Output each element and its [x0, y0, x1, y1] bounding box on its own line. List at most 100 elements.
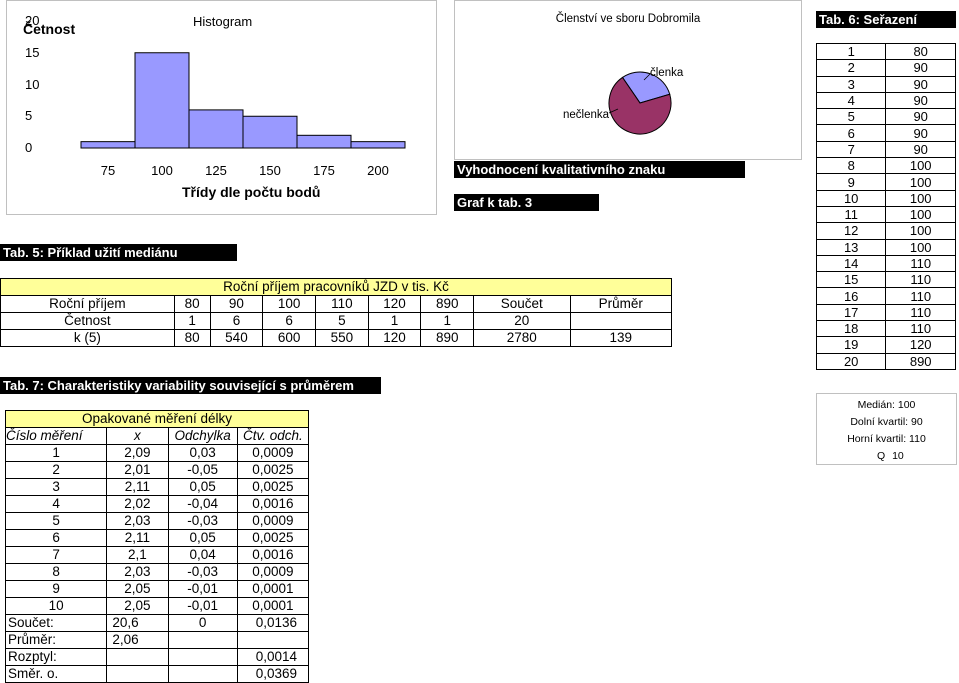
salary-cell: 1 — [420, 312, 475, 330]
sorted-cell: 90 — [885, 59, 956, 77]
measurement-cell: -0,03 — [167, 512, 238, 530]
measurement-cell: 0,0025 — [236, 461, 310, 479]
sorted-cell: 110 — [885, 320, 956, 338]
measurement-summary-cell: Průměr: — [4, 631, 108, 649]
sorted-cell: 14 — [815, 254, 887, 273]
measurement-cell: 2,1 — [106, 546, 169, 564]
sorted-cell: 110 — [885, 303, 956, 322]
salary-cell: 1 — [173, 312, 211, 330]
measurement-cell: 0,0025 — [236, 529, 310, 547]
sorted-cell: 890 — [885, 352, 956, 370]
measurement-row: 6 2,11 0,05 0,0025 — [4, 529, 310, 547]
measurement-cell: 0,0016 — [236, 546, 310, 564]
measurement-cell: 0,0009 — [236, 563, 310, 581]
measurement-cell: -0,03 — [167, 563, 238, 581]
measurement-summary-cell — [167, 631, 238, 649]
measurement-summary-row: Součet: 20,6 0 0,0136 — [4, 614, 310, 632]
salary-cell — [569, 312, 672, 330]
sorted-row: 4 90 — [815, 91, 956, 110]
histogram-bar — [242, 115, 298, 149]
measurement-cell: 0,0001 — [236, 597, 310, 615]
measurement-cell: 0,04 — [167, 546, 238, 564]
upper-quartile-label: Horní kvartil: — [847, 433, 907, 445]
measurement-cell: -0,01 — [167, 580, 238, 598]
sorted-cell: 90 — [885, 124, 956, 142]
pie-title: Členství ve sboru Dobromila — [555, 13, 701, 25]
sorted-cell: 110 — [885, 254, 956, 273]
salary-row: k (5) 80 540 600 550 120 890 2780 139 — [0, 329, 672, 347]
measurement-header-cell: x — [106, 427, 169, 445]
measurement-cell: 2 — [4, 461, 108, 479]
histogram-xtick-label: 200 — [367, 163, 389, 178]
histogram-xtick-label: 175 — [313, 163, 335, 178]
measurement-cell: 9 — [4, 580, 108, 598]
salary-cell: 1 — [367, 312, 422, 330]
measurement-row: 3 2,11 0,05 0,0025 — [4, 478, 310, 496]
histogram-ylabel: Četnost — [23, 21, 76, 37]
sorted-cell: 90 — [885, 140, 956, 159]
pie-label-members: členka — [650, 67, 684, 79]
pie-slice — [621, 71, 671, 104]
measurement-row: 8 2,03 -0,03 0,0009 — [4, 563, 310, 581]
histogram-bar — [350, 141, 406, 149]
histogram-bar — [296, 134, 352, 149]
measurement-summary-cell — [167, 665, 238, 683]
heading-tab5: Tab. 5: Příklad užití mediánu — [0, 244, 237, 261]
measurement-header-row: Číslo měření x Odchylka Čtv. odch. — [4, 427, 310, 445]
measurement-header-cell: Odchylka — [167, 427, 238, 445]
salary-cell: 600 — [262, 329, 316, 347]
sorted-row: 15 110 — [815, 271, 956, 289]
measurement-cell: 0,0009 — [236, 512, 310, 530]
sorted-row: 18 110 — [815, 320, 956, 338]
sorted-row: 20 890 — [815, 352, 956, 370]
histogram-xtick-label: 125 — [205, 163, 227, 178]
salary-cell: 6 — [262, 312, 316, 330]
measurement-summary-cell — [106, 648, 169, 666]
sorted-cell: 20 — [815, 352, 887, 370]
sorted-cell: 90 — [885, 75, 956, 93]
histogram-ytick-label: 15 — [25, 44, 40, 60]
measurement-title: Opakované měření délky — [5, 410, 309, 428]
sorted-cell: 110 — [885, 271, 956, 289]
pie-slice — [608, 76, 672, 135]
sorted-table: 1 80 2 90 3 90 4 90 5 90 6 90 7 90 8 100 9 100 10 100 11 100 1… — [815, 42, 956, 370]
histogram-chart[interactable]: Histogram Četnost 20 15 10 5 0 75 100 125 150 17… — [6, 0, 437, 215]
q-label: Q — [877, 450, 886, 462]
sorted-row: 19 120 — [815, 336, 956, 354]
measurement-cell: 2,02 — [106, 495, 169, 513]
histogram-ytick-label: 20 — [25, 13, 40, 28]
measurement-summary-cell: 20,6 — [106, 614, 169, 632]
measurement-summary-cell — [167, 648, 238, 666]
salary-row: Četnost 1 6 6 5 1 1 20 — [0, 312, 672, 330]
measurement-row: 1 2,09 0,03 0,0009 — [4, 444, 310, 462]
sorted-cell: 13 — [815, 238, 887, 256]
median-value: 100 — [897, 399, 916, 411]
lower-quartile-row: Dolní kvartil: 90 — [817, 413, 956, 431]
salary-cell: 80 — [173, 329, 211, 347]
sorted-row: 7 90 — [815, 140, 956, 159]
measurement-cell: 3 — [4, 478, 108, 496]
sorted-cell: 90 — [885, 108, 956, 126]
histogram-plot — [80, 52, 406, 149]
measurement-cell: 5 — [4, 512, 108, 530]
measurement-summary-cell — [106, 665, 169, 683]
measurement-cell: 2,05 — [106, 597, 169, 615]
sorted-cell: 15 — [815, 271, 887, 289]
sorted-cell: 2 — [815, 59, 887, 77]
salary-cell: 120 — [367, 329, 422, 347]
sorted-row: 12 100 — [815, 222, 956, 240]
measurement-cell: 2,01 — [106, 461, 169, 479]
salary-title: Roční příjem pracovníků JZD v tis. Kč — [0, 278, 672, 296]
sorted-cell: 100 — [885, 157, 956, 175]
measurement-row: 7 2,1 0,04 0,0016 — [4, 546, 310, 564]
heading-graf: Graf k tab. 3 — [454, 194, 599, 211]
sorted-cell: 80 — [885, 42, 956, 61]
salary-cell: 139 — [569, 329, 672, 347]
measurement-cell: 10 — [4, 597, 108, 615]
salary-table: Roční příjem pracovníků JZD v tis. Kč Ro… — [0, 278, 672, 347]
measurement-cell: 0,0025 — [236, 478, 310, 496]
measurement-cell: 8 — [4, 563, 108, 581]
measurement-cell: 1 — [4, 444, 108, 462]
pie-chart[interactable]: Členství ve sboru Dobromila členka nečle… — [454, 0, 802, 160]
sorted-cell: 19 — [815, 336, 887, 354]
